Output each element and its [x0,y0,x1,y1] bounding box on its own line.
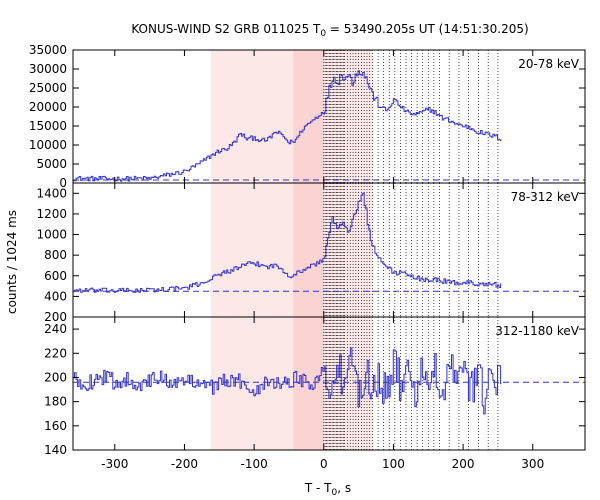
energy-band-label: 20-78 keV [518,57,580,71]
y-tick-label: 240 [44,322,67,336]
y-tick-label: 400 [44,289,67,303]
y-tick-label: 220 [44,346,67,360]
chart-title: KONUS-WIND S2 GRB 011025 T0 = 53490.205s… [131,22,528,39]
y-tick-label: 1000 [36,228,67,242]
shaded-interval-1 [210,50,294,183]
series-line [73,192,502,293]
y-tick-label: 5000 [36,157,67,171]
y-tick-label: 180 [44,395,67,409]
y-tick-label: 10000 [29,138,67,152]
y-tick-label: 20000 [29,100,67,114]
y-tick-label: 160 [44,419,67,433]
x-tick-label: 100 [382,457,405,471]
shaded-interval-2 [293,317,324,450]
shaded-interval-2 [293,183,324,317]
energy-band-label: 312-1180 keV [495,324,579,338]
series-line [73,347,502,415]
y-tick-label: 200 [44,370,67,384]
panel-frame [72,316,586,451]
y-tick-label: 0 [59,176,67,190]
y-tick-label: 35000 [29,43,67,57]
panel-2: 200 400 600 800 1000 1200 1400 78-312 keV [36,182,586,324]
y-tick-label: 1200 [36,207,67,221]
y-tick-label: 200 [44,310,67,324]
y-axis-label: counts / 1024 ms [5,210,19,314]
series-line [73,70,502,182]
y-tick-label: 600 [44,269,67,283]
y-tick-label: 1400 [36,186,67,200]
y-tick-label: 15000 [29,119,67,133]
energy-band-label: 78-312 keV [511,190,580,204]
x-tick-label: -200 [171,457,198,471]
y-tick-label: 25000 [29,81,67,95]
x-tick-label: -300 [101,457,128,471]
x-tick-label: -100 [240,457,267,471]
x-tick-label: 0 [320,457,328,471]
shaded-interval-1 [210,183,294,317]
y-tick-label: 30000 [29,62,67,76]
x-tick-label: 300 [521,457,544,471]
y-tick-label: 140 [44,443,67,457]
x-tick-label: 200 [452,457,475,471]
panel-3: 140 160 180 200 220 240 312-1180 keV [44,316,586,457]
x-axis-label: T - T0, s [304,481,351,498]
y-tick-label: 800 [44,248,67,262]
panel-1: 0 5000 10000 15000 20000 25000 30000 35000 20-78… [29,43,586,190]
